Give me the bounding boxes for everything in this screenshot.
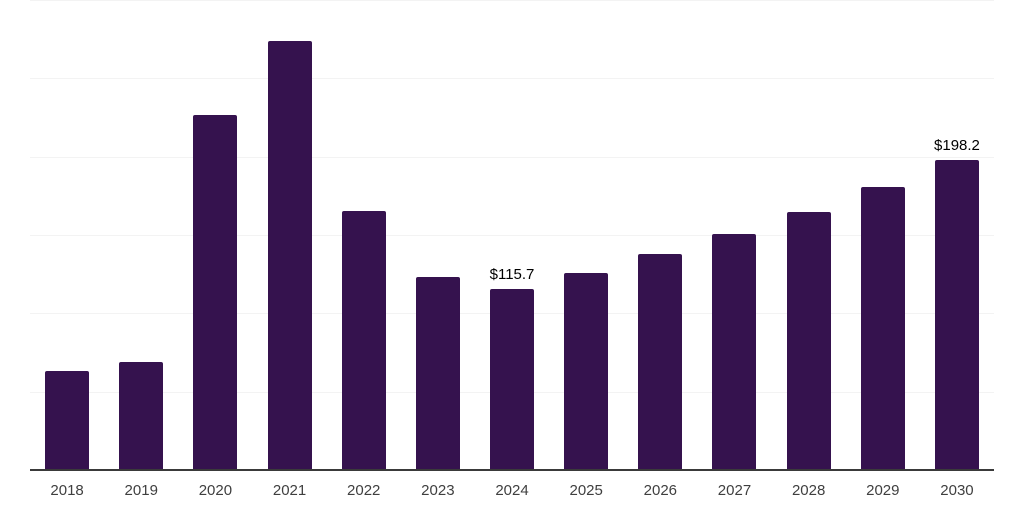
bar-2023[interactable]: [415, 277, 460, 470]
gridline: [30, 235, 994, 236]
bar-slot: [697, 0, 771, 470]
bar-slot: [549, 0, 623, 470]
bar-slot: [30, 0, 104, 470]
data-label-2030: $198.2: [934, 136, 980, 154]
bar-2025[interactable]: [564, 273, 609, 470]
bar-2024[interactable]: [490, 288, 535, 470]
x-tick-label-2025: 2025: [569, 482, 603, 499]
bar-2019[interactable]: [119, 362, 164, 470]
gridline: [30, 0, 994, 1]
bar-2021[interactable]: [267, 41, 312, 470]
x-axis-line: [30, 469, 994, 471]
bar-slot: [401, 0, 475, 470]
gridline: [30, 157, 994, 158]
bar-slot: [623, 0, 697, 470]
gridline: [30, 78, 994, 79]
x-tick-label-2018: 2018: [50, 482, 84, 499]
x-tick-label-2024: 2024: [495, 482, 529, 499]
x-tick-label-2028: 2028: [791, 482, 826, 499]
plot-area: $115.7 $198.2: [30, 0, 994, 470]
x-tick-label-2022: 2022: [347, 482, 381, 499]
x-tick-label-2027: 2027: [717, 482, 752, 499]
bar-slot: $115.7: [475, 0, 549, 470]
bar-slot: [252, 0, 326, 470]
x-tick-label-2021: 2021: [272, 482, 307, 499]
bar-slot: $198.2: [920, 0, 994, 470]
bar-slot: [846, 0, 920, 470]
x-tick-label-2029: 2029: [866, 482, 900, 499]
x-tick-label-2020: 2020: [198, 482, 233, 499]
x-tick-label-2023: 2023: [421, 482, 455, 499]
bar-2027[interactable]: [712, 234, 757, 470]
x-tick-label-2026: 2026: [643, 482, 678, 499]
x-axis-labels: 2018 2019 2020 2021 2022 2023 2024 2025 2026 2027…: [30, 483, 994, 498]
bar-slot: [772, 0, 846, 470]
bar-slot: [104, 0, 178, 470]
bar-2022[interactable]: [341, 211, 386, 470]
bar-2018[interactable]: [45, 371, 90, 470]
bar-2029[interactable]: [860, 187, 905, 470]
bar-2030[interactable]: [934, 159, 979, 470]
data-label-2024: $115.7: [489, 265, 535, 283]
bar-slot: [327, 0, 401, 470]
bar-2026[interactable]: [638, 253, 683, 470]
bar-slot: [178, 0, 252, 470]
bar-2028[interactable]: [786, 211, 831, 470]
x-tick-label-2030: 2030: [940, 482, 974, 499]
bar-2020[interactable]: [193, 115, 238, 470]
x-tick-label-2019: 2019: [124, 482, 158, 499]
